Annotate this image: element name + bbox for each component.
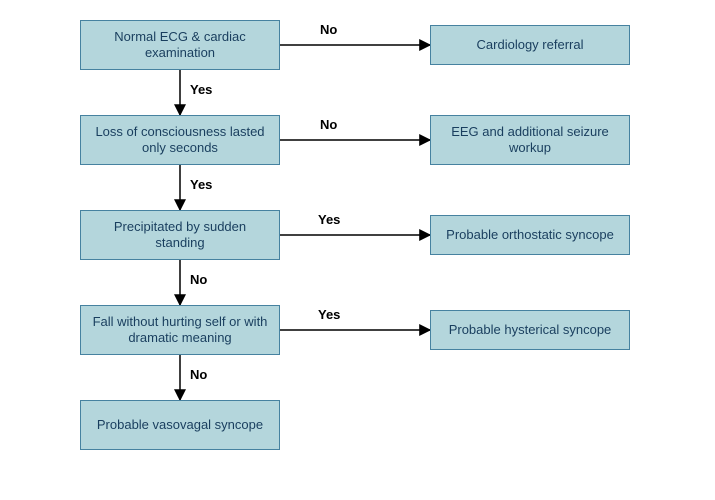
edge-label: Yes (318, 212, 340, 227)
flowchart-node: Loss of consciousness lasted only second… (80, 115, 280, 165)
flowchart-node: Normal ECG & cardiac examination (80, 20, 280, 70)
flowchart-node: Fall without hurting self or with dramat… (80, 305, 280, 355)
edge-label: Yes (318, 307, 340, 322)
flowchart-node: Probable hysterical syncope (430, 310, 630, 350)
edge-label: No (190, 367, 207, 382)
flowchart-node: EEG and additional seizure workup (430, 115, 630, 165)
edge-label: No (320, 117, 337, 132)
flowchart-node: Cardiology referral (430, 25, 630, 65)
edge-label: Yes (190, 82, 212, 97)
flowchart-node: Probable vasovagal syncope (80, 400, 280, 450)
flowchart-node: Probable orthostatic syncope (430, 215, 630, 255)
edge-label: No (190, 272, 207, 287)
flowchart-canvas: Normal ECG & cardiac examination Cardiolo… (0, 0, 715, 500)
edge-label: No (320, 22, 337, 37)
edge-label: Yes (190, 177, 212, 192)
flowchart-node: Precipitated by sudden standing (80, 210, 280, 260)
